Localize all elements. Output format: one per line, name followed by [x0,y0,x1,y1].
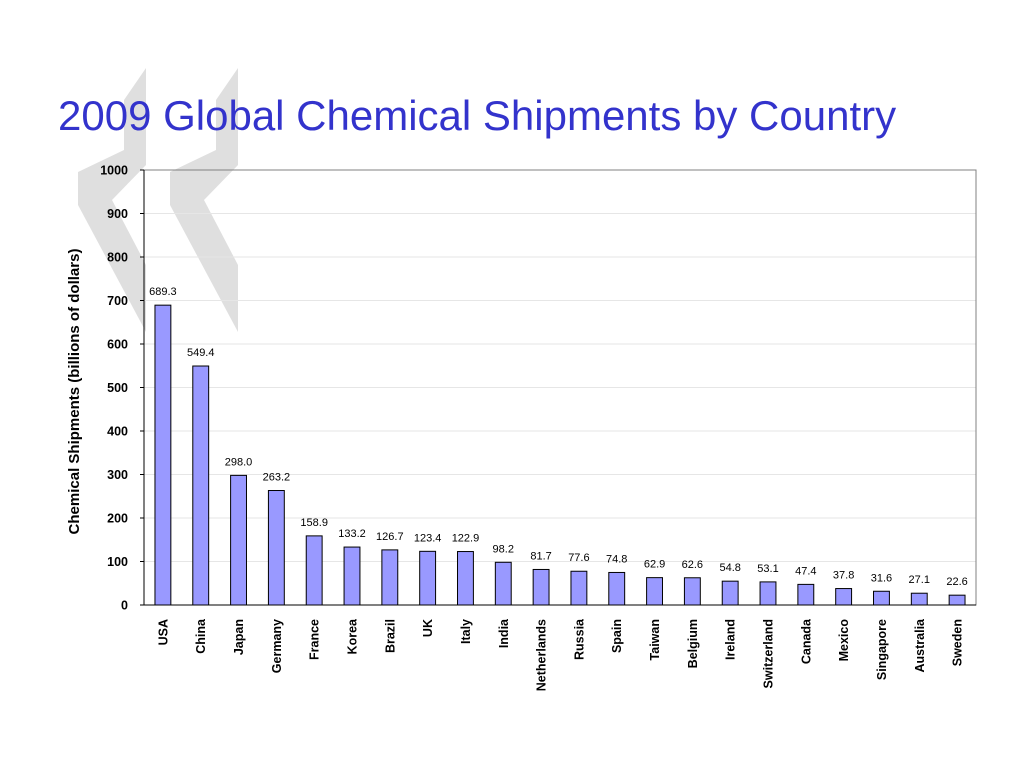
y-tick-label: 400 [107,425,128,439]
y-tick-label: 200 [107,512,128,526]
x-category-label: Singapore [875,619,889,680]
x-category-label: Ireland [724,619,738,660]
x-category-label: USA [156,619,170,645]
data-label: 27.1 [909,574,930,586]
bar-france [305,535,323,606]
bar-singapore [873,590,890,606]
x-category-label: Italy [459,619,473,644]
bar-india [494,561,512,606]
data-labels: 689.3 549.4 298.0 263.2 158.9 133.2 126.7 123.4… [149,286,968,588]
data-label: 123.4 [414,532,442,544]
bar-switzerland [759,581,777,606]
data-label: 133.2 [338,528,366,540]
bars [154,304,966,606]
data-label: 54.8 [719,562,740,574]
bar-netherlands [532,568,550,606]
bar-australia [910,592,928,606]
data-label: 62.9 [644,559,665,571]
x-category-label: Sweden [951,619,965,666]
x-category-label: Spain [610,619,624,653]
bar-mexico [835,588,853,606]
data-label: 47.4 [795,565,816,577]
x-category-label: Mexico [837,619,851,662]
x-category-label: Belgium [686,619,700,668]
slide-title: 2009 Global Chemical Shipments by Countr… [58,92,897,139]
data-label: 37.8 [833,570,854,582]
data-label: 98.2 [493,543,514,555]
x-category-label: Germany [270,619,284,673]
data-label: 81.7 [530,550,551,562]
bar-japan [230,474,247,606]
bar-germany [267,490,285,606]
data-label: 263.2 [263,472,291,484]
bar-china [192,365,210,606]
x-category-label: India [497,618,511,648]
x-category-label: Taiwan [648,619,662,660]
x-category-label: France [308,619,322,660]
bar-uk [419,550,437,606]
bar-usa [154,304,172,606]
bar-canada [797,583,815,606]
data-label: 549.4 [187,347,215,359]
bar-russia [570,570,588,606]
y-axis-title: Chemical Shipments (billions of dollars) [66,249,83,535]
chevron-shape [78,68,146,332]
x-category-label: Netherlands [535,619,549,691]
bar-sweden [948,594,966,606]
chevron-shape [170,68,238,332]
y-tick-label: 600 [107,338,128,352]
y-tick-label: 900 [107,207,128,221]
y-tick-label: 1000 [100,164,128,178]
x-category-label: Switzerland [762,619,776,688]
x-category-label: Japan [232,619,246,655]
x-category-label: UK [421,619,435,637]
bar-taiwan [646,577,663,606]
y-tick-label: 800 [107,251,128,265]
bar-korea [343,546,361,606]
bar-ireland [721,580,739,606]
y-axis-ticks: 0 100 200 300 400 500 600 700 800 900 1000 [100,164,976,613]
data-label: 689.3 [149,286,177,298]
y-tick-label: 0 [121,599,128,613]
bar-brazil [381,549,399,606]
bar-spain [608,571,626,606]
data-label: 31.6 [871,572,892,584]
data-label: 298.0 [225,456,253,468]
x-axis-categories: USA China Japan Germany France Korea Brazil UK I… [156,618,964,691]
y-tick-label: 700 [107,294,128,308]
x-category-label: Canada [799,618,813,664]
y-tick-label: 500 [107,381,128,395]
data-label: 62.6 [682,559,703,571]
x-category-label: China [194,618,208,654]
chevron-decoration [78,68,238,332]
x-category-label: Russia [572,618,586,660]
bar-italy [457,551,474,606]
data-label: 126.7 [376,531,404,543]
data-label: 158.9 [300,517,328,529]
data-label: 77.6 [568,552,589,564]
data-label: 22.6 [946,576,967,588]
x-category-label: Korea [346,618,360,654]
data-label: 53.1 [757,563,778,575]
x-category-label: Brazil [383,619,397,653]
y-tick-label: 100 [107,555,128,569]
x-category-label: Australia [913,618,927,673]
data-label: 122.9 [452,533,480,545]
bar-belgium [683,577,701,606]
y-tick-label: 300 [107,468,128,482]
data-label: 74.8 [606,553,627,565]
